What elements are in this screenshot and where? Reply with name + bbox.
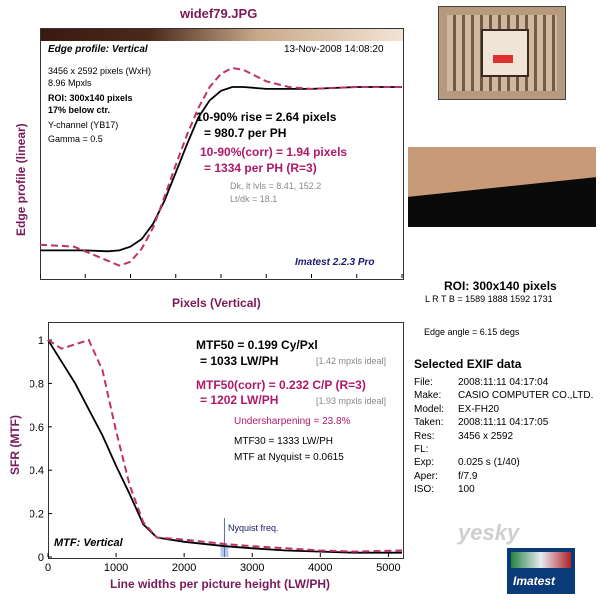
exif-value: 100 [458,484,475,496]
mtf50-label: MTF50 = 0.199 Cy/Pxl [196,338,318,352]
mtf-x-axis-label: Line widths per picture height (LW/PH) [110,577,331,591]
exif-key: Taken: [414,417,444,429]
exif-row: Taken: 2008:11:11 04:17:05 [414,417,548,428]
info-line-1: 3456 x 2592 pixels (WxH) [48,66,152,76]
exif-row: File: 2008:11:11 04:17:04 [414,377,548,388]
mtf-series-corrected [47,338,403,553]
edge-series-measured [40,86,402,253]
mtf50-ideal-label: [1.42 mpxls ideal] [316,356,387,366]
edge-angle-label: Edge angle = 6.15 degs [424,327,520,337]
exif-value: 0.025 s (1/40) [458,457,520,469]
exif-value: 2008:11:11 04:17:04 [458,377,549,388]
mtf-x-tick-label: 2000 [172,562,196,574]
mtf-y-tick-label: 0.8 [30,378,44,390]
info-line-2: 8.96 Mpxls [48,78,92,88]
imatest-version: Imatest 2.2.3 Pro [295,257,375,268]
mtf-x-tick-label: 0 [45,562,51,574]
edge-series-corrected [40,66,402,267]
lrtb-label: L R T B = 1589 1888 1592 1731 [425,294,553,304]
exif-key: Make: [414,390,442,402]
exif-value: f/7.9 [458,470,478,482]
roi-right-label: ROI: 300x140 pixels [444,279,557,293]
exif-key: File: [414,377,433,388]
exif-key: Exp: [414,457,435,469]
exif-row: Res: 3456 x 2592 [414,431,513,442]
edge-profile-panel [40,28,404,280]
file-title: widef79.JPG [180,6,258,21]
imatest-logo-text: Imatest [513,574,556,588]
mtf50-corr-label: MTF50(corr) = 0.232 C/P (R=3) [196,378,366,392]
roi-label: ROI: 300x140 pixels [48,93,133,103]
mtf-vertical-label: MTF: Vertical [54,537,123,549]
nyquist-freq-label: Nyquist freq. [228,523,279,533]
mtf50-lw-label: = 1033 LW/PH [200,354,279,368]
mtf-y-tick-label: 0 [38,552,44,564]
exif-key: Res: [414,430,435,442]
ltdk-label: Lt/dk = 18.1 [230,194,278,204]
dk-label: Dk, lt lvls = 8.41, 152.2 [230,181,322,191]
exif-value: 2008:11:11 04:17:05 [458,417,549,429]
mtf50-corr-ideal-label: [1.93 mpxls ideal] [316,396,387,406]
mtf-y-tick-label: 0.2 [30,509,44,521]
nyquist-value-label: MTF at Nyquist = 0.0615 [234,452,344,463]
imatest-logo: Imatest [507,548,575,594]
mtf-x-tick-label: 4000 [308,562,332,574]
exif-value: CASIO COMPUTER CO.,LTD. [458,390,594,402]
channel-label: Y-channel (YB17) [48,120,119,130]
exif-row: Exp: 0.025 s (1/40) [414,457,520,468]
below-ctr-label: 17% below ctr. [48,105,111,115]
exif-row: ISO: 100 [414,484,475,495]
rise-label: 10-90% rise = 2.64 pixels [196,110,337,124]
exif-value: EX-FH20 [458,403,500,415]
mtf-series-measured [47,339,402,554]
mtf-y-axis-label: SFR (MTF) [8,415,22,475]
profile-label: Edge profile: Vertical [48,44,148,55]
mtf-panel [48,322,404,559]
corr-ph-label: = 1334 per PH (R=3) [204,161,317,175]
mtf30-label: MTF30 = 1333 LW/PH [234,436,334,447]
gamma-label: Gamma = 0.5 [48,134,103,144]
date-label: 13-Nov-2008 14:08:20 [284,44,384,55]
mtf-x-tick-label: 1000 [104,562,128,574]
exif-key: Aper: [414,470,438,482]
mtf-y-tick-label: 0.4 [30,465,44,477]
exif-key: Model: [414,403,445,415]
rise-ph-label: = 980.7 per PH [204,126,287,140]
mtf50-corr-lw-label: = 1202 LW/PH [200,393,279,407]
mtf-y-tick-label: 1 [38,335,44,347]
undersharpening-label: Undersharpening = 23.8% [234,416,351,427]
mtf-x-tick-label: 5000 [376,562,400,574]
edge-profile-chart: -6-4-20246810 [40,66,403,278]
mtf-y-tick-label: 0.6 [30,422,44,434]
exif-row: FL: [414,444,458,455]
exif-value: 3456 x 2592 [458,430,514,442]
dark-gradient-bar [41,29,403,41]
exif-row: Aper: f/7.9 [414,471,477,482]
exif-title: Selected EXIF data [414,357,522,371]
mtf-x-tick-label: 3000 [240,562,264,574]
exif-key: ISO: [414,484,435,496]
roi-edge-thumbnail [408,147,596,227]
corr-label: 10-90%(corr) = 1.94 pixels [200,145,348,159]
exif-row: Model: EX-FH20 [414,404,499,415]
edge-y-axis-label: Edge profile (linear) [14,123,28,236]
exif-row: Make: CASIO COMPUTER CO.,LTD. [414,390,593,401]
yesky-watermark: yesky [458,520,520,545]
mtf-chart: 0 0.2 0.4 0.6 0.8 1 0 1000 2000 3000 4000 5000 [30,335,403,574]
test-chart-thumbnail [438,6,566,100]
exif-key: FL: [414,444,429,455]
edge-x-axis-label: Pixels (Vertical) [172,296,261,310]
